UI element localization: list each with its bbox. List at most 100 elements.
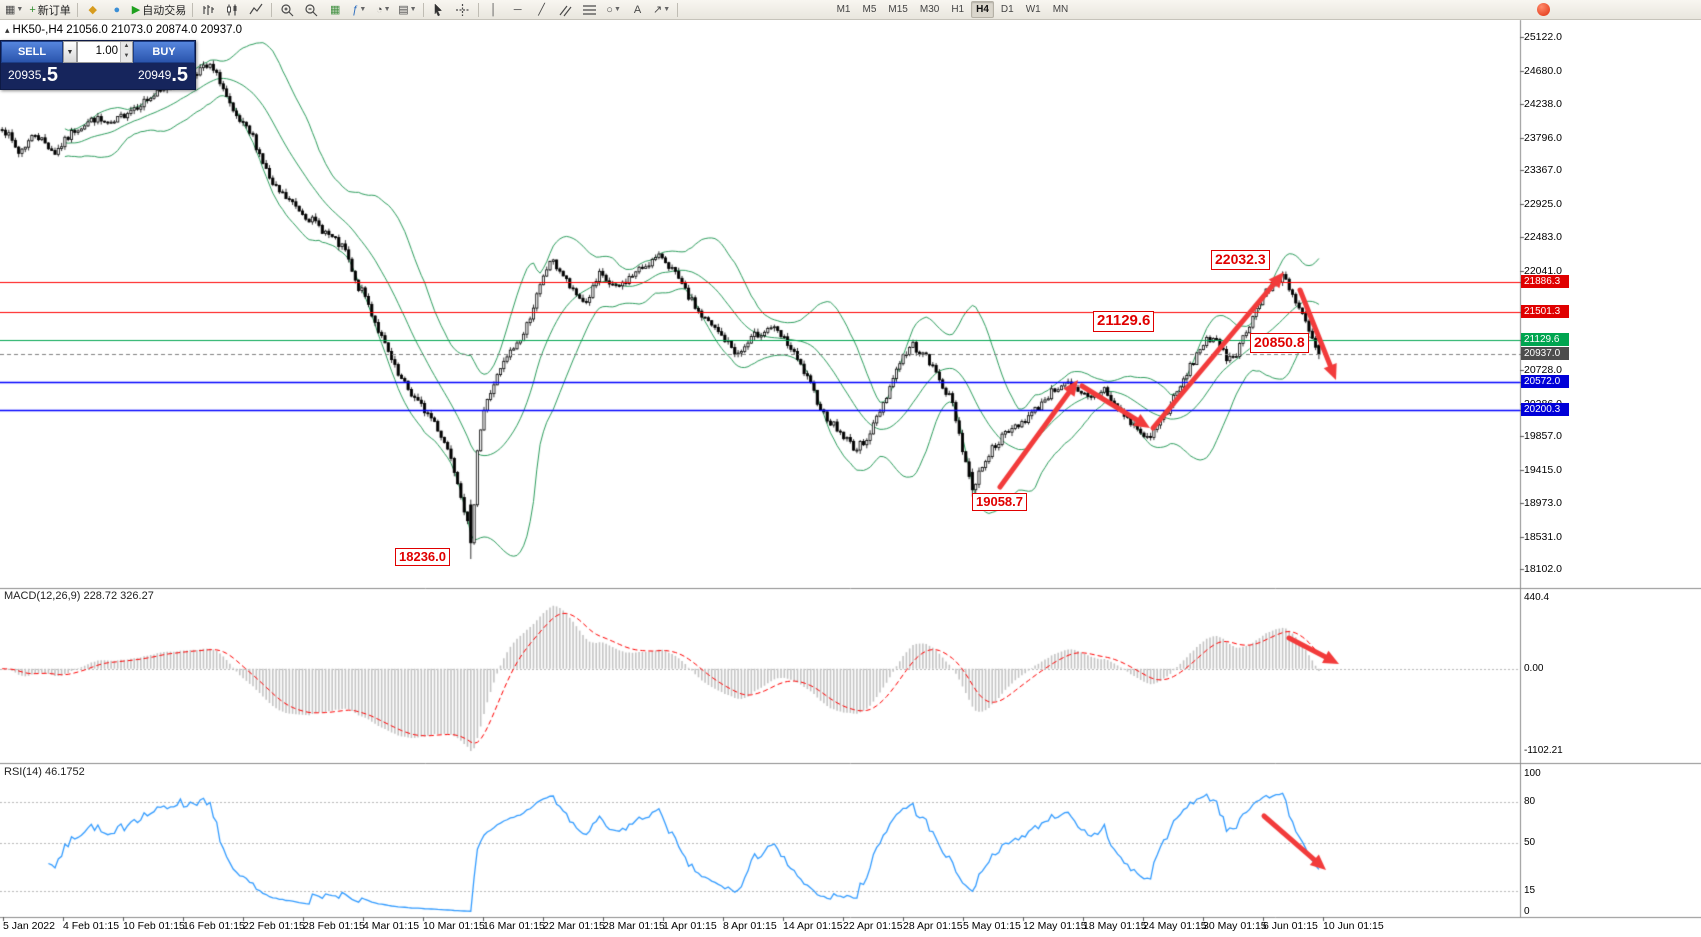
channel-icon[interactable]: [554, 1, 578, 19]
time-axis-label: 4 Mar 01:15: [363, 920, 420, 932]
time-axis-label: 28 Apr 01:15: [903, 920, 963, 932]
chart-symbol-header: ▴ HK50-,H4 21056.0 21073.0 20874.0 20937.…: [5, 24, 242, 36]
shapes-icon[interactable]: ○ ▼: [606, 3, 621, 16]
price-level-badge: 20937.0: [1521, 347, 1569, 361]
candlestick-chart-icon[interactable]: [220, 1, 244, 19]
toolbar-separator: [676, 2, 678, 17]
timeframe-mn[interactable]: MN: [1048, 1, 1074, 18]
sell-button[interactable]: SELL: [1, 41, 63, 63]
price-level-badge: 21129.6: [1521, 332, 1569, 346]
price-annotation: 22032.3: [1211, 250, 1270, 270]
toolbar-separator: [422, 2, 424, 17]
volume-stepper[interactable]: 1.00 ▲ ▼: [77, 41, 133, 63]
price-axis-label: 19415.0: [1524, 463, 1562, 476]
price-level-badge: 21886.3: [1521, 275, 1569, 289]
rsi-axis-label: 0: [1524, 906, 1530, 917]
periods-icon[interactable]: ◔ ▼: [375, 3, 391, 16]
buy-price-frac: .5: [171, 64, 188, 86]
mql5-market-icon[interactable]: ◆: [88, 4, 98, 16]
price-axis-label: 23796.0: [1524, 131, 1562, 144]
tile-windows-icon[interactable]: ▦: [330, 4, 341, 16]
zoom-in-icon[interactable]: [275, 1, 299, 19]
chevron-down-icon: ▼: [613, 6, 621, 13]
zoom-out-icon[interactable]: [299, 1, 323, 19]
volume-up-icon[interactable]: ▲: [121, 42, 132, 52]
timeframe-w1[interactable]: W1: [1021, 1, 1046, 18]
new-order-button[interactable]: + 新订单: [29, 3, 71, 17]
chevron-down-icon: ▼: [663, 6, 671, 13]
buy-button[interactable]: BUY: [133, 41, 195, 63]
timeframe-h1[interactable]: H1: [946, 1, 969, 18]
bar-chart-icon[interactable]: [196, 1, 220, 19]
price-axis-label: 24680.0: [1524, 64, 1562, 77]
alert-icon[interactable]: [1537, 3, 1550, 16]
templates-icon[interactable]: ▤ ▼: [398, 4, 417, 16]
text-label-icon[interactable]: A: [633, 3, 642, 16]
price-axis-label: 25122.0: [1524, 31, 1562, 44]
macd-axis-label: 0.00: [1524, 662, 1544, 674]
volume-preset-dropdown[interactable]: ▼: [63, 41, 77, 63]
price-annotation: 21129.6: [1093, 311, 1155, 332]
timeframe-h4[interactable]: H4: [971, 1, 994, 18]
sell-price-frac: .5: [41, 64, 59, 86]
time-axis-label: 22 Apr 01:15: [843, 920, 903, 932]
buy-price: 20949.5: [138, 65, 188, 85]
fibonacci-icon[interactable]: [578, 1, 602, 19]
time-axis-label: 8 Apr 01:15: [723, 920, 777, 932]
timeframe-m30[interactable]: M30: [915, 1, 944, 18]
buy-price-main: 20949: [137, 68, 172, 82]
price-axis-label: 22483.0: [1524, 231, 1562, 244]
toolbar-items: ▦ ▼ + 新订单 ◆ ● ▶ 自动交易 ▦ ƒ ▼ ◔ ▼ ▤ ▼ │ ─ ╱ ○ ▼ A ↗ ▼ M1 M5 M15 M30 H1…: [2, 1, 1074, 19]
cursor-icon[interactable]: [427, 1, 451, 19]
arrow-objects-icon[interactable]: ↗ ▼: [653, 4, 671, 16]
rsi-axis-label: 100: [1524, 768, 1541, 779]
price-axis-label: 20728.0: [1524, 364, 1562, 377]
timeframe-m5[interactable]: M5: [858, 1, 882, 18]
time-axis-label: 16 Feb 01:15: [183, 920, 245, 932]
price-annotation: 18236.0: [395, 548, 450, 567]
indicators-icon[interactable]: ƒ ▼: [352, 3, 367, 16]
crosshair-icon[interactable]: [451, 1, 475, 19]
sell-price-main: 20935: [8, 68, 42, 82]
price-axis-label: 18531.0: [1524, 530, 1562, 543]
autotrade-button[interactable]: ▶ 自动交易: [129, 1, 189, 19]
line-chart-icon[interactable]: [244, 1, 268, 19]
vertical-line-icon[interactable]: │: [490, 3, 498, 16]
rsi-indicator-label: RSI(14) 46.1752: [4, 766, 85, 778]
rsi-axis-label: 15: [1524, 885, 1536, 897]
panel-collapse-icon[interactable]: ▴: [5, 25, 10, 35]
time-axis-label: 18 May 01:15: [1083, 920, 1147, 932]
price-level-badge: 20200.3: [1521, 403, 1569, 417]
sell-price: 20935.5: [8, 65, 58, 85]
timeframe-m1[interactable]: M1: [832, 1, 856, 18]
volume-value[interactable]: 1.00: [95, 45, 118, 57]
time-axis-label: 24 May 01:15: [1143, 920, 1207, 932]
time-axis-label: 1 Apr 01:15: [663, 920, 717, 932]
time-axis-label: 10 Jun 01:15: [1323, 920, 1384, 932]
volume-arrows[interactable]: ▲ ▼: [120, 42, 132, 62]
chevron-down-icon: ▼: [16, 6, 24, 13]
time-axis-label: 22 Mar 01:15: [543, 920, 605, 932]
chevron-down-icon: ▼: [359, 6, 367, 13]
toolbar-separator: [477, 2, 479, 17]
price-axis-label: 22041.0: [1524, 264, 1562, 277]
community-icon[interactable]: ●: [113, 3, 121, 16]
price-axis-label: 18102.0: [1524, 563, 1562, 576]
price-level-badge: 20572.0: [1521, 375, 1569, 389]
macd-indicator-label: MACD(12,26,9) 228.72 326.27: [4, 590, 154, 602]
autotrade-button-label: 自动交易: [142, 4, 187, 17]
new-chart-icon[interactable]: ▦ ▼: [5, 4, 24, 16]
toolbar-separator: [76, 2, 78, 17]
time-axis-label: 10 Feb 01:15: [123, 920, 185, 932]
toolbar-separator: [271, 2, 273, 17]
timeframe-m15[interactable]: M15: [883, 1, 912, 18]
price-axis-label: 19857.0: [1524, 430, 1562, 443]
timeframe-d1[interactable]: D1: [996, 1, 1019, 18]
horizontal-line-icon[interactable]: ─: [513, 3, 522, 16]
time-axis-label: 30 May 01:15: [1203, 920, 1267, 932]
trendline-icon[interactable]: ╱: [538, 4, 545, 16]
volume-down-icon[interactable]: ▼: [121, 52, 132, 62]
time-axis-label: 22 Feb 01:15: [243, 920, 305, 932]
